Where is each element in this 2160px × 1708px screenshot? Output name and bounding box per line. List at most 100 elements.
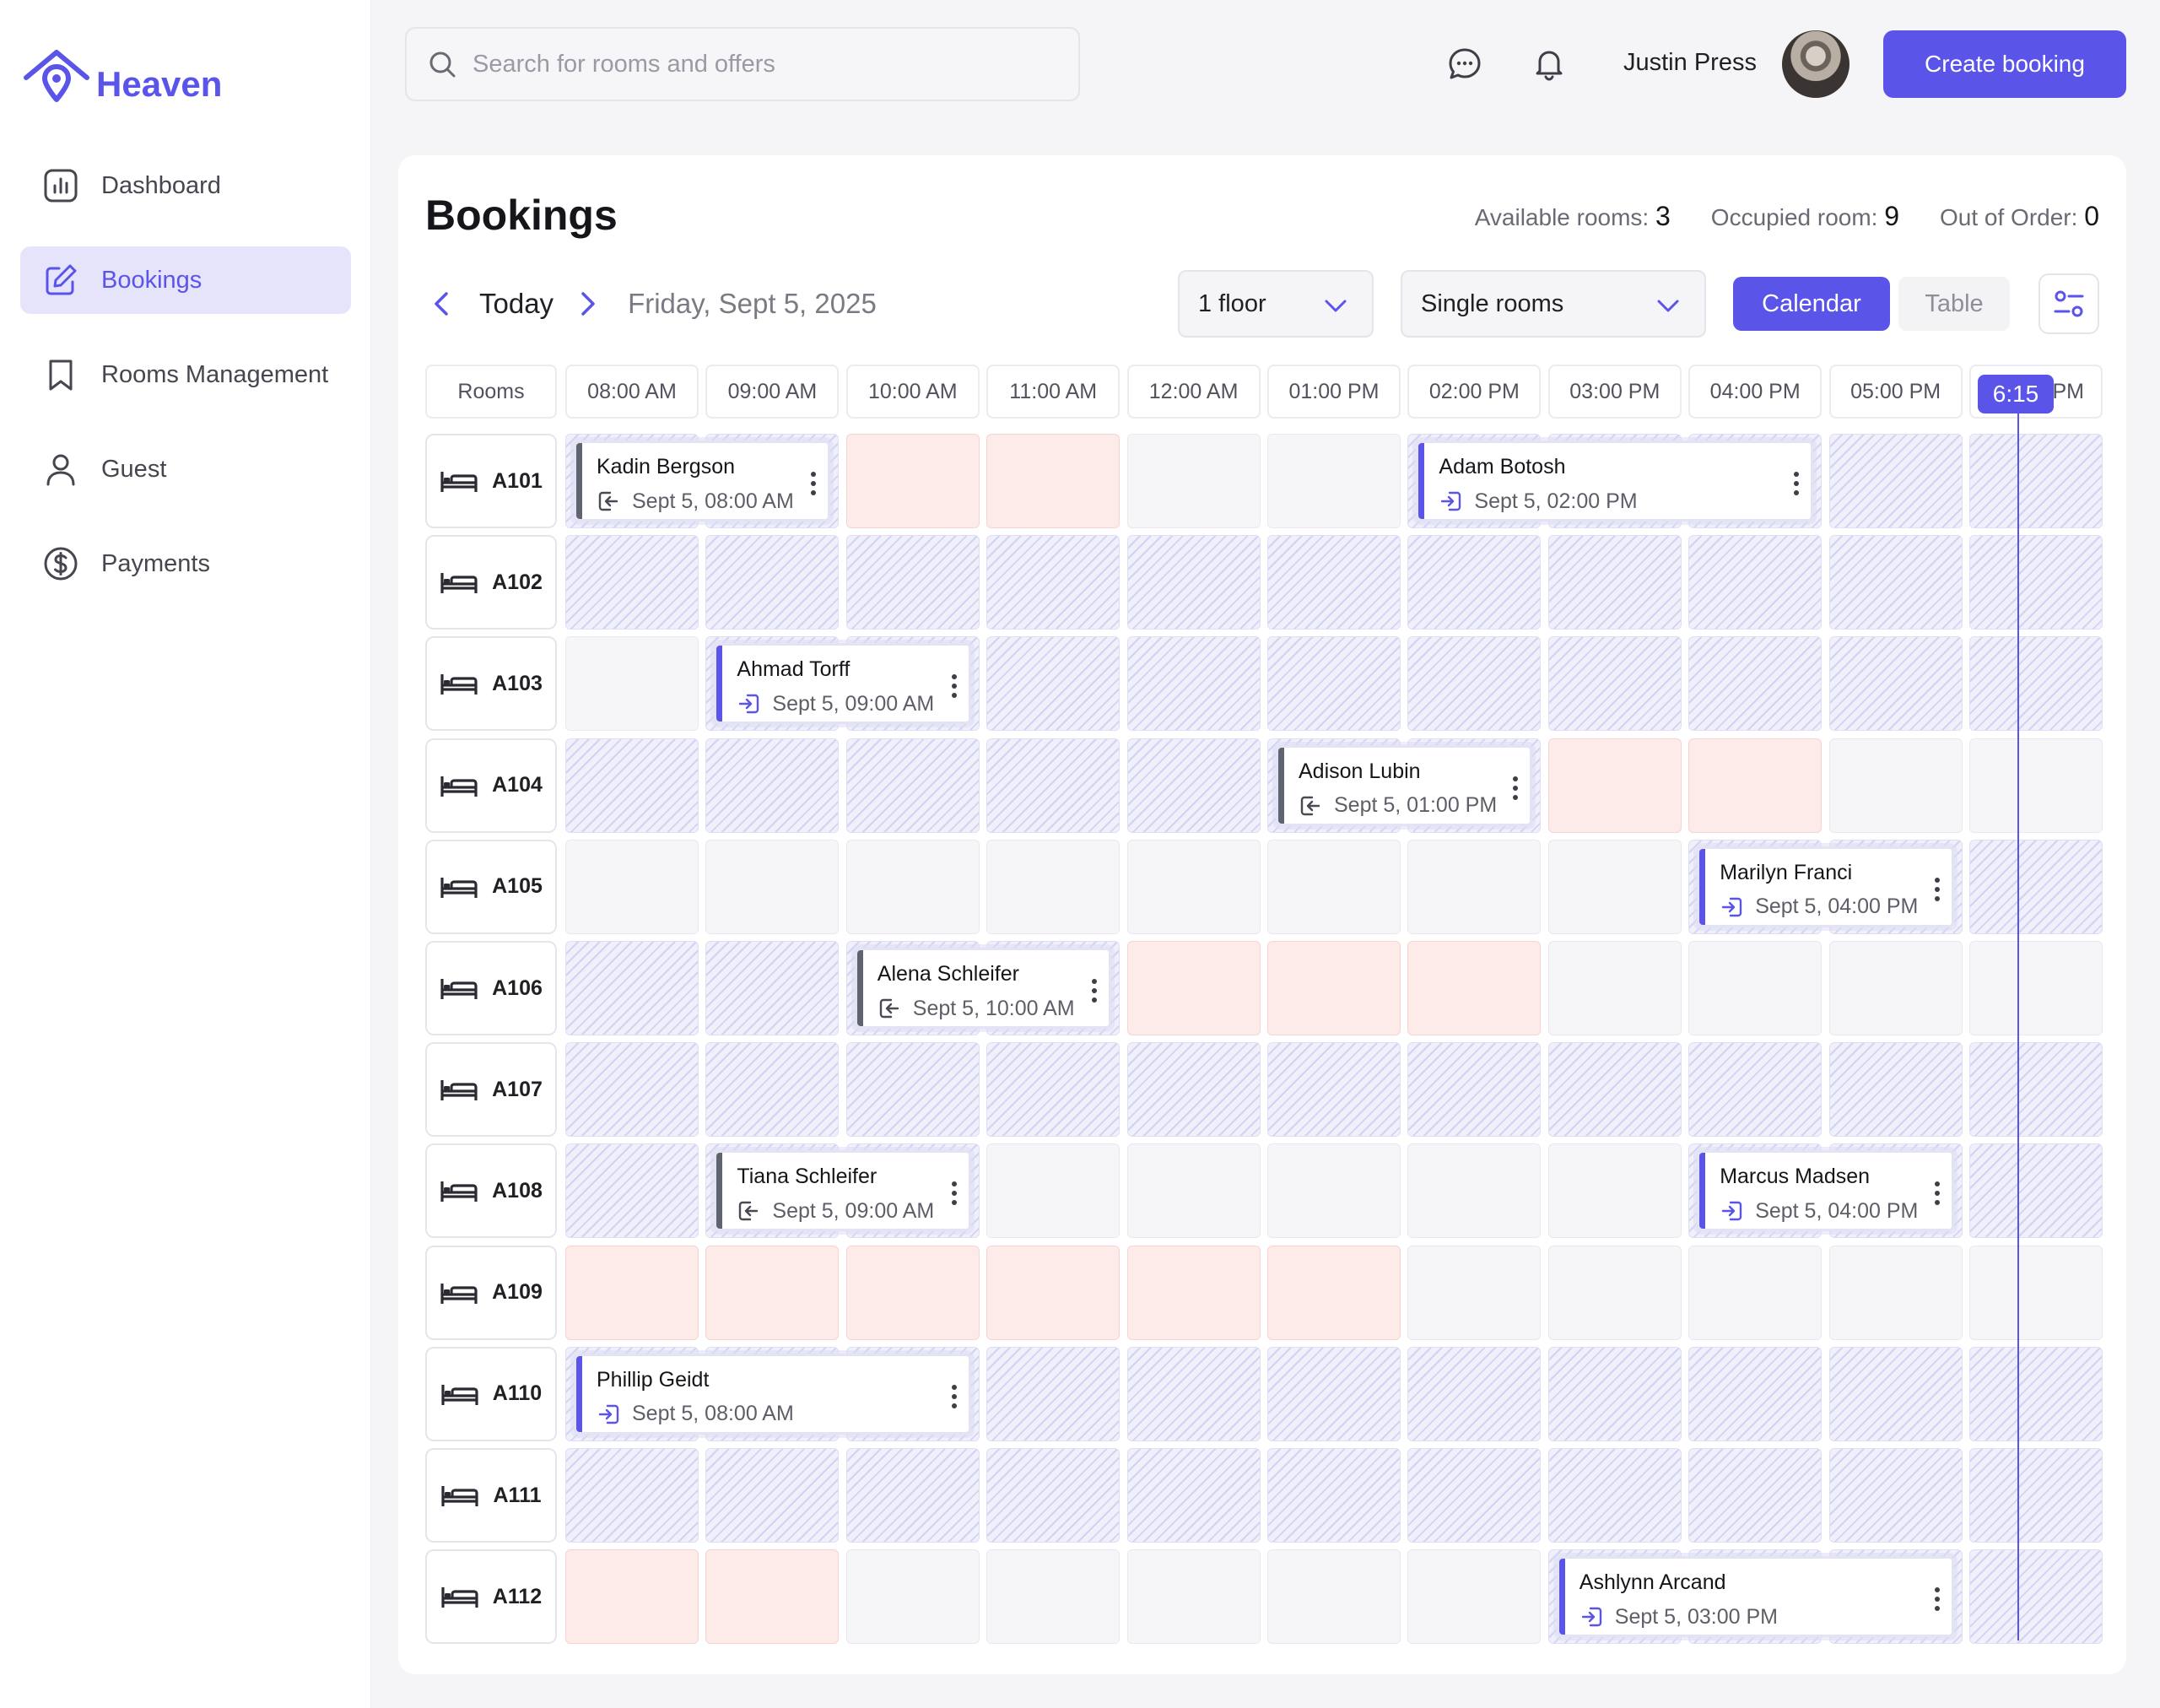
occupied-slot[interactable]: [1969, 1346, 2103, 1441]
available-slot[interactable]: [1126, 1143, 1261, 1239]
booking-card[interactable]: Phillip Geidt Sept 5, 08:00 AM: [574, 1353, 971, 1435]
blocked-slot[interactable]: [1688, 738, 1822, 833]
available-slot[interactable]: [1407, 1549, 1542, 1645]
blocked-slot[interactable]: [1267, 941, 1401, 1035]
blocked-slot[interactable]: [565, 1245, 699, 1340]
occupied-slot[interactable]: [1828, 1346, 1963, 1441]
occupied-slot[interactable]: [986, 1346, 1120, 1441]
booking-card[interactable]: Marcus Madsen Sept 5, 04:00 PM: [1697, 1150, 1954, 1232]
more-options-icon[interactable]: [1933, 1587, 1941, 1618]
occupied-slot[interactable]: [1407, 1042, 1542, 1138]
available-slot[interactable]: [1688, 941, 1822, 1035]
occupied-slot[interactable]: [1969, 434, 2103, 528]
blocked-slot[interactable]: [986, 1245, 1120, 1340]
available-slot[interactable]: [705, 839, 840, 934]
occupied-slot[interactable]: [565, 941, 699, 1035]
occupied-slot[interactable]: [845, 535, 980, 630]
booking-card[interactable]: Adam Botosh Sept 5, 02:00 PM: [1416, 441, 1814, 522]
chat-icon[interactable]: [1446, 46, 1483, 83]
occupied-slot[interactable]: [705, 1448, 840, 1543]
app-logo[interactable]: Heaven: [22, 47, 222, 106]
room-label-a109[interactable]: A109: [425, 1245, 557, 1340]
occupied-slot[interactable]: [986, 738, 1120, 833]
available-slot[interactable]: [1407, 839, 1542, 934]
booking-card[interactable]: Alena Schleifer Sept 5, 10:00 AM: [854, 948, 1112, 1029]
blocked-slot[interactable]: [705, 1549, 840, 1645]
occupied-slot[interactable]: [1267, 1448, 1401, 1543]
occupied-slot[interactable]: [845, 738, 980, 833]
booking-card[interactable]: Marilyn Franci Sept 5, 04:00 PM: [1697, 846, 1954, 927]
occupied-slot[interactable]: [1688, 636, 1822, 732]
blocked-slot[interactable]: [845, 1245, 980, 1340]
occupied-slot[interactable]: [1969, 839, 2103, 934]
sidebar-item-payments[interactable]: Payments: [20, 530, 351, 597]
occupied-slot[interactable]: [1547, 1042, 1682, 1138]
occupied-slot[interactable]: [1547, 1346, 1682, 1441]
occupied-slot[interactable]: [1267, 1042, 1401, 1138]
filter-button[interactable]: [2038, 273, 2099, 334]
occupied-slot[interactable]: [1688, 535, 1822, 630]
occupied-slot[interactable]: [1688, 1346, 1822, 1441]
occupied-slot[interactable]: [1407, 1346, 1542, 1441]
occupied-slot[interactable]: [565, 535, 699, 630]
more-options-icon[interactable]: [950, 674, 958, 705]
blocked-slot[interactable]: [845, 434, 980, 528]
available-slot[interactable]: [565, 636, 699, 732]
occupied-slot[interactable]: [1828, 1042, 1963, 1138]
chevron-left-icon[interactable]: [425, 287, 459, 321]
occupied-slot[interactable]: [565, 1448, 699, 1543]
sidebar-item-bookings[interactable]: Bookings: [20, 246, 351, 314]
booking-card[interactable]: Ahmad Torff Sept 5, 09:00 AM: [714, 643, 971, 725]
room-label-a110[interactable]: A110: [425, 1346, 557, 1441]
occupied-slot[interactable]: [565, 1143, 699, 1239]
occupied-slot[interactable]: [1828, 1448, 1963, 1543]
occupied-slot[interactable]: [1126, 1346, 1261, 1441]
available-slot[interactable]: [845, 1549, 980, 1645]
more-options-icon[interactable]: [1933, 1181, 1941, 1212]
available-slot[interactable]: [1126, 1549, 1261, 1645]
occupied-slot[interactable]: [1126, 738, 1261, 833]
occupied-slot[interactable]: [1969, 1448, 2103, 1543]
occupied-slot[interactable]: [1126, 535, 1261, 630]
more-options-icon[interactable]: [809, 472, 818, 502]
occupied-slot[interactable]: [1828, 636, 1963, 732]
blocked-slot[interactable]: [1267, 1245, 1401, 1340]
occupied-slot[interactable]: [845, 1448, 980, 1543]
occupied-slot[interactable]: [986, 1448, 1120, 1543]
occupied-slot[interactable]: [986, 1042, 1120, 1138]
available-slot[interactable]: [1969, 1245, 2103, 1340]
room-label-a103[interactable]: A103: [425, 636, 557, 732]
occupied-slot[interactable]: [1828, 434, 1963, 528]
occupied-slot[interactable]: [1969, 1143, 2103, 1239]
available-slot[interactable]: [986, 1549, 1120, 1645]
more-options-icon[interactable]: [1090, 979, 1099, 1009]
room-label-a102[interactable]: A102: [425, 535, 557, 630]
occupied-slot[interactable]: [1547, 636, 1682, 732]
more-options-icon[interactable]: [950, 1181, 958, 1212]
booking-card[interactable]: Ashlynn Arcand Sept 5, 03:00 PM: [1556, 1556, 1954, 1638]
search-bar[interactable]: [405, 27, 1080, 101]
occupied-slot[interactable]: [1547, 1448, 1682, 1543]
occupied-slot[interactable]: [1969, 1042, 2103, 1138]
today-button[interactable]: Today: [479, 288, 554, 319]
blocked-slot[interactable]: [1126, 1245, 1261, 1340]
available-slot[interactable]: [1407, 1245, 1542, 1340]
occupied-slot[interactable]: [1267, 535, 1401, 630]
occupied-slot[interactable]: [705, 1042, 840, 1138]
available-slot[interactable]: [1547, 839, 1682, 934]
more-options-icon[interactable]: [1511, 776, 1520, 807]
booking-card[interactable]: Kadin Bergson Sept 5, 08:00 AM: [574, 441, 831, 522]
available-slot[interactable]: [1828, 1245, 1963, 1340]
occupied-slot[interactable]: [565, 1042, 699, 1138]
available-slot[interactable]: [1267, 434, 1401, 528]
room-label-a106[interactable]: A106: [425, 941, 557, 1035]
create-booking-button[interactable]: Create booking: [1883, 30, 2126, 98]
occupied-slot[interactable]: [705, 941, 840, 1035]
avatar[interactable]: [1782, 30, 1850, 98]
booking-card[interactable]: Adison Lubin Sept 5, 01:00 PM: [1276, 744, 1533, 826]
occupied-slot[interactable]: [986, 535, 1120, 630]
occupied-slot[interactable]: [1688, 1042, 1822, 1138]
available-slot[interactable]: [986, 1143, 1120, 1239]
occupied-slot[interactable]: [1407, 636, 1542, 732]
occupied-slot[interactable]: [1126, 636, 1261, 732]
